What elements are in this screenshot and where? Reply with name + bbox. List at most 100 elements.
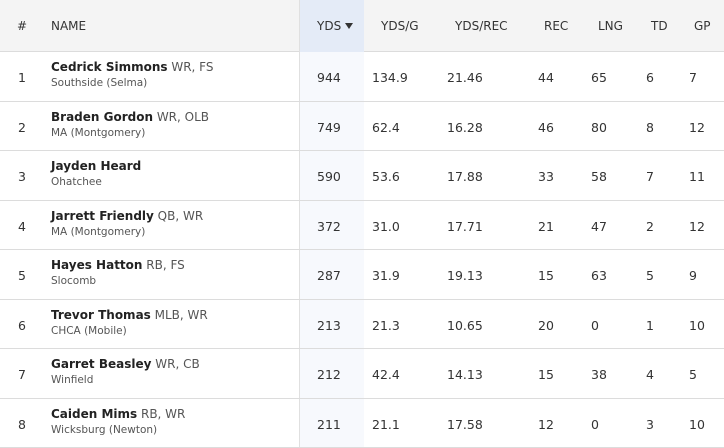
column-header[interactable]: YDS/REC — [455, 19, 508, 33]
rank: 2 — [18, 119, 26, 135]
rank: 7 — [18, 367, 26, 382]
sorted-header[interactable] — [299, 0, 364, 52]
stat-cell: 2 — [646, 218, 654, 234]
stat-cell: 21 — [538, 218, 554, 234]
name[interactable]: Hayes Hatton — [51, 258, 143, 272]
stat-cell: 212 — [317, 367, 341, 382]
stat-cell: 10 — [689, 416, 705, 432]
stat-cell: 14.13 — [447, 367, 483, 382]
table-row: 4 Jarrett Friendly QB, WR MA (Montgomery) 3… — [0, 201, 724, 250]
player-name[interactable]: Trevor Thomas MLB, WR — [51, 308, 208, 322]
player-name[interactable]: Hayes Hatton RB, FS — [51, 258, 185, 272]
rank: 5 — [18, 268, 26, 283]
stat-cell: 31.0 — [372, 218, 400, 234]
stat-cell: 16.28 — [447, 119, 483, 135]
stat-cell: 12 — [689, 119, 705, 135]
player-name[interactable]: Jayden Heard — [51, 159, 141, 173]
table-row: 2 Braden Gordon WR, OLB MA (Montgomery) 749… — [0, 102, 724, 151]
stat-cell: 21.3 — [372, 317, 400, 333]
stat-cell: 590 — [317, 169, 341, 184]
school: Ohatchee — [51, 176, 102, 188]
table-row: 6 Trevor Thomas MLB, WR CHCA (Mobile) 213 21… — [0, 300, 724, 349]
stat-cell: 134.9 — [372, 70, 408, 85]
rank: 1 — [18, 70, 26, 85]
stat-cell: 15 — [538, 268, 554, 283]
stat-cell: 5 — [646, 268, 654, 283]
stat-cell: 7 — [646, 169, 654, 184]
stat-cell: 17.58 — [447, 416, 483, 432]
stat-cell: 33 — [538, 169, 554, 184]
stat-cell: 211 — [317, 416, 341, 432]
name[interactable]: Trevor Thomas — [51, 307, 151, 322]
table-row: 8 Caiden Mims RB, WR Wicksburg (Newton) 211… — [0, 399, 724, 448]
name[interactable]: Braden Gordon — [51, 109, 153, 124]
positions: RB, WR — [137, 406, 186, 421]
stat-cell: 9 — [689, 268, 697, 283]
stat-cell: 12 — [538, 416, 554, 432]
player-name[interactable]: Braden Gordon WR, OLB — [51, 110, 209, 124]
column-header[interactable]: TD — [651, 19, 668, 33]
school: MA (Montgomery) — [51, 225, 146, 238]
stat-cell: 20 — [538, 317, 554, 333]
stat-cell: 63 — [591, 268, 607, 283]
positions: WR, FS — [167, 60, 214, 74]
table-row: 3 Jayden Heard Ohatchee 590 53.6 17.88 33 58 7 11 — [0, 151, 724, 201]
stat-cell: 7 — [689, 70, 697, 85]
stat-cell: 8 — [646, 119, 654, 135]
table-row: 7 Garret Beasley WR, CB Winfield 212 42.4 14.… — [0, 349, 724, 399]
stat-cell: 15 — [538, 367, 554, 382]
column-header: NAME — [51, 19, 87, 33]
stat-cell: 944 — [317, 70, 341, 85]
player-name[interactable]: Jarrett Friendly QB, WR — [51, 209, 203, 223]
stat-cell: 287 — [317, 268, 341, 283]
column-header[interactable]: YDS/G — [381, 19, 419, 33]
positions: WR, OLB — [153, 109, 210, 124]
stat-cell: 19.13 — [447, 268, 483, 283]
school: Slocomb — [51, 275, 97, 287]
stat-cell: 53.6 — [372, 169, 400, 184]
positions: QB, WR — [153, 208, 204, 223]
name[interactable]: Caiden Mims — [51, 406, 138, 421]
sort-arrow — [345, 23, 353, 29]
stat-cell: 46 — [538, 119, 554, 135]
positions: RB, FS — [142, 258, 185, 272]
rank: 6 — [18, 317, 26, 333]
stat-cell: 17.71 — [447, 218, 483, 234]
stat-cell: 44 — [538, 70, 554, 85]
table-row: 5 Hayes Hatton RB, FS Slocomb 287 31.9 19.13 1… — [0, 250, 724, 300]
school: CHCA (Mobile) — [51, 324, 127, 337]
stat-cell: 5 — [689, 367, 697, 382]
stat-cell: 17.88 — [447, 169, 483, 184]
column-header[interactable]: REC — [544, 19, 569, 33]
sorted-column — [299, 0, 364, 448]
stat-cell: 4 — [646, 367, 654, 382]
stat-cell: 0 — [591, 416, 599, 432]
stat-cell: 80 — [591, 119, 607, 135]
player-name[interactable]: Garret Beasley WR, CB — [51, 357, 200, 371]
name[interactable]: Garret Beasley — [51, 357, 152, 371]
stat-cell: 12 — [689, 218, 705, 234]
rank: 4 — [18, 218, 26, 234]
player-name[interactable]: Cedrick Simmons WR, FS — [51, 60, 214, 74]
stat-cell: 42.4 — [372, 367, 400, 382]
column-header: # — [17, 19, 28, 33]
stat-cell: 6 — [646, 70, 654, 85]
column-header[interactable]: YDS — [317, 19, 342, 33]
name[interactable]: Cedrick Simmons — [51, 60, 168, 74]
stat-cell: 38 — [591, 367, 607, 382]
stat-cell: 10 — [689, 317, 705, 333]
player-name[interactable]: Caiden Mims RB, WR — [51, 407, 185, 421]
table-row: 1 Cedrick Simmons WR, FS Southside (Selma)… — [0, 52, 724, 102]
stat-cell: 749 — [317, 119, 341, 135]
stat-cell: 1 — [646, 317, 654, 333]
school: Wicksburg (Newton) — [51, 423, 158, 436]
school: Southside (Selma) — [51, 77, 148, 89]
name[interactable]: Jarrett Friendly — [51, 208, 154, 223]
column-header[interactable]: GP — [694, 19, 711, 33]
stat-cell: 21.1 — [372, 416, 400, 432]
rank: 8 — [18, 416, 26, 432]
name[interactable]: Jayden Heard — [51, 159, 142, 173]
column-header[interactable]: LNG — [598, 19, 623, 33]
school: Winfield — [51, 374, 94, 386]
